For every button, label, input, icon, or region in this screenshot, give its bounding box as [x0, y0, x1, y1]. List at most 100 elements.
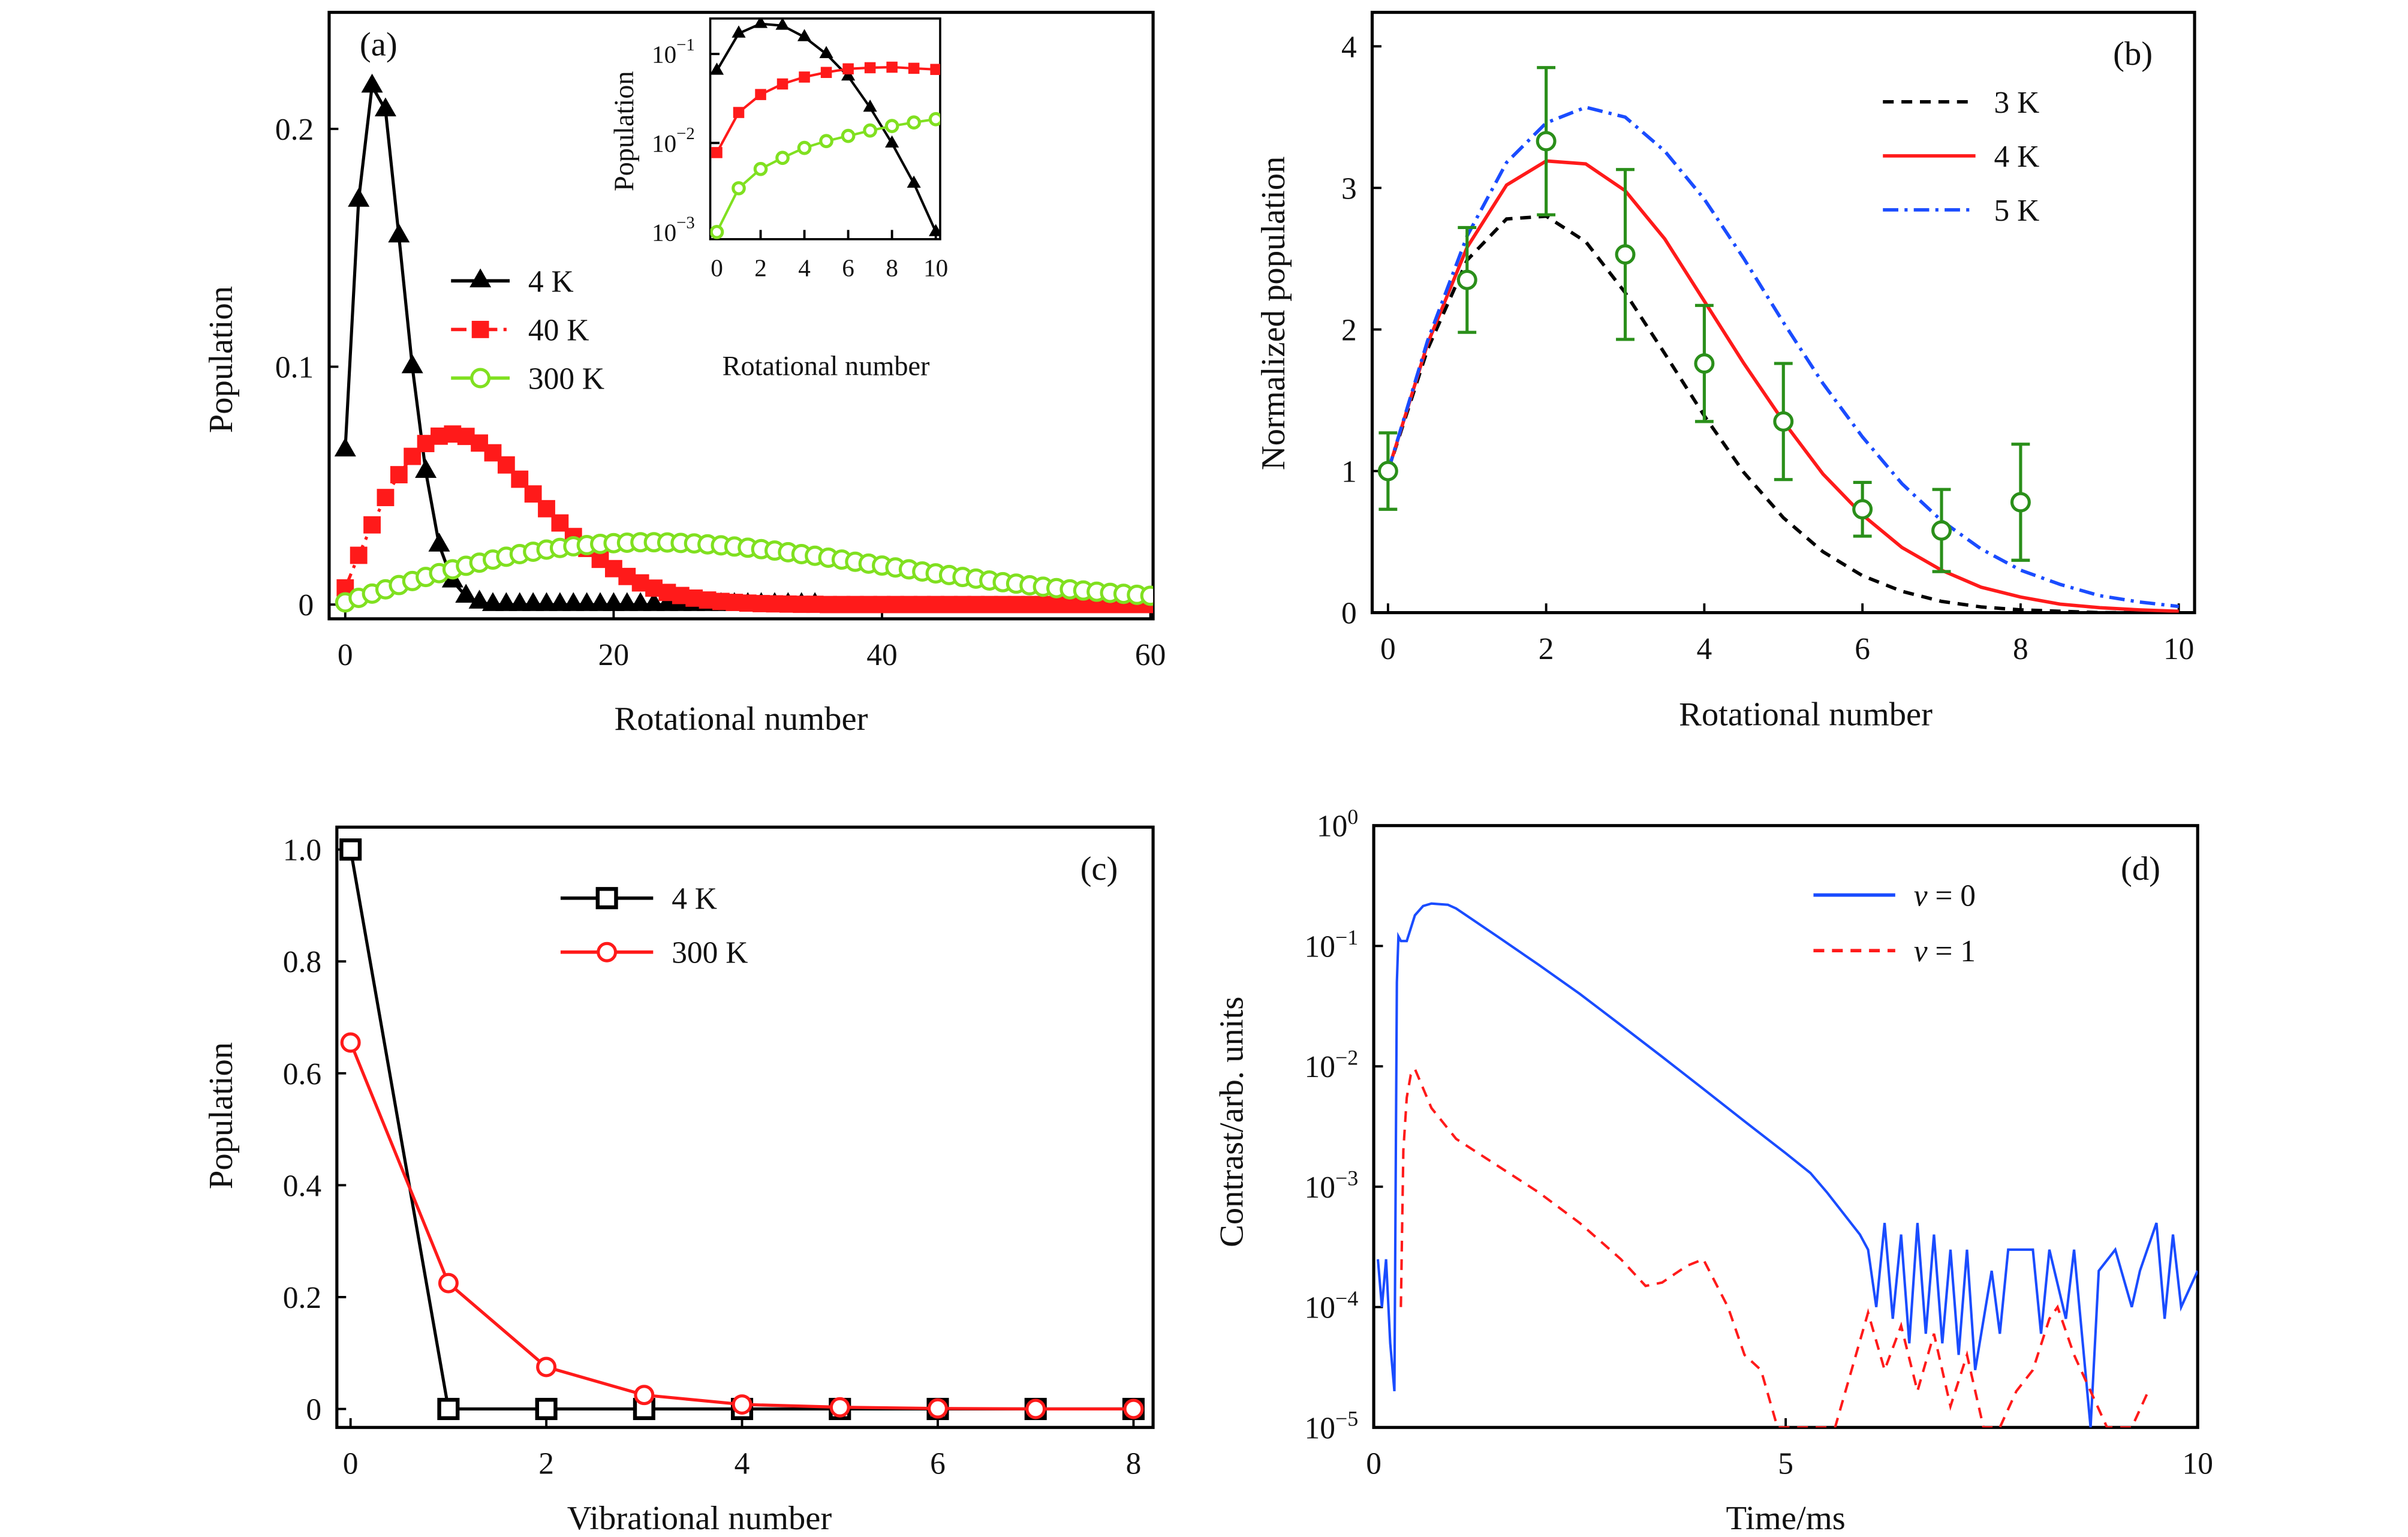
- data-point: [428, 533, 450, 552]
- data-point: [350, 546, 368, 564]
- data-point: [885, 135, 899, 148]
- x-tick-label: 0: [711, 254, 723, 282]
- x-tick-label: 10: [923, 254, 948, 282]
- data-point: [908, 62, 920, 74]
- plot-frame: [1372, 824, 2199, 1429]
- series-v-0: [1376, 902, 2198, 1428]
- y-tick-label: 0.6: [283, 1057, 321, 1091]
- series-v-1: [1399, 1066, 2150, 1428]
- x-tick-label: 8: [1126, 1446, 1142, 1481]
- y-tick-label: 0.2: [275, 113, 314, 147]
- data-point: [1852, 499, 1873, 520]
- y-tick-label: 0: [298, 588, 314, 622]
- series-3-K: [1386, 214, 2179, 613]
- panel-label: (b): [2113, 35, 2153, 73]
- data-point: [928, 1398, 948, 1419]
- y-tick-label: 0: [306, 1393, 321, 1427]
- legend-marker: [470, 368, 491, 389]
- data-point: [363, 516, 381, 534]
- y-axis-label: Normalized population: [1255, 157, 1292, 470]
- data-point: [797, 29, 812, 41]
- data-point: [732, 25, 746, 38]
- y-tick-label: 2: [1341, 313, 1357, 347]
- data-point: [1615, 244, 1636, 265]
- legend: 3 K 4 K 5 K: [1883, 86, 2039, 228]
- x-tick-label: 4: [735, 1446, 750, 1481]
- data-point: [511, 470, 529, 488]
- data-point: [710, 62, 724, 75]
- data-point: [710, 225, 724, 239]
- series-line: [1399, 1066, 2150, 1428]
- data-point: [863, 123, 877, 138]
- data-point: [536, 1356, 557, 1377]
- data-point: [1694, 353, 1715, 374]
- x-tick-label: 6: [842, 254, 854, 282]
- y-tick-label: 0.1: [275, 351, 314, 385]
- x-tick-label: 0: [343, 1446, 359, 1481]
- legend-label: 300 K: [528, 362, 604, 396]
- x-tick-label: 5: [1778, 1446, 1793, 1481]
- legend-label: v = 0: [1914, 879, 1976, 913]
- data-point: [339, 838, 362, 861]
- data-point: [348, 188, 370, 207]
- data-point: [377, 489, 395, 507]
- data-point: [415, 459, 437, 478]
- x-axis-label: Rotational number: [615, 700, 868, 738]
- data-point: [755, 89, 766, 100]
- series-300-K: [340, 1032, 1144, 1419]
- series-line: [1376, 902, 2198, 1428]
- data-point: [437, 1397, 460, 1421]
- legend-marker: [471, 320, 489, 338]
- panel-label: (a): [360, 26, 398, 64]
- data-point: [468, 589, 490, 609]
- y-tick-label: 100: [1317, 805, 1358, 844]
- y-tick-label: 10−2: [1305, 1046, 1359, 1085]
- x-tick-label: 0: [1380, 632, 1396, 666]
- legend-label: 3 K: [1994, 86, 2040, 120]
- y-axis-label: Population: [609, 71, 640, 191]
- data-point: [334, 437, 356, 457]
- plot-area: [1377, 66, 2180, 613]
- data-point: [1140, 585, 1154, 606]
- data-point: [1456, 269, 1477, 290]
- data-point: [829, 1397, 850, 1418]
- data-point: [775, 18, 790, 30]
- legend-marker: [597, 942, 618, 962]
- data-point: [390, 466, 408, 483]
- legend-label: 300 K: [672, 936, 748, 970]
- panel-b: 0 2 4 6 8 10 0 1 2 3 4 Rotational number Normalized …: [1255, 11, 2196, 733]
- y-tick-label: 1.0: [283, 834, 321, 868]
- data-point: [634, 1385, 655, 1406]
- legend-label: 5 K: [1994, 194, 2040, 228]
- data-point: [374, 97, 396, 116]
- panel-d: 0 5 10 10−5 10−4 10−3 10−2 10−1 100 Time/ms Contra…: [1213, 805, 2213, 1537]
- y-tick-label: 1: [1341, 455, 1357, 489]
- legend-label: 4 K: [672, 882, 717, 916]
- data-point: [753, 161, 768, 176]
- x-tick-label: 8: [2013, 632, 2028, 666]
- legend-label: 4 K: [1994, 140, 2040, 174]
- panel-label: (c): [1080, 850, 1118, 888]
- data-point: [820, 67, 832, 79]
- data-point: [776, 78, 788, 90]
- data-point: [711, 147, 723, 158]
- x-tick-label: 60: [1135, 638, 1166, 672]
- plot-area: [339, 838, 1145, 1421]
- data-point: [907, 115, 921, 130]
- data-point: [1773, 411, 1794, 432]
- data-point: [799, 71, 810, 83]
- series-data: [1377, 66, 2031, 573]
- series-300-K: [335, 532, 1154, 613]
- x-tick-label: 2: [1539, 632, 1554, 666]
- series-300-K: [710, 112, 940, 239]
- legend: 4 K 40 K 300 K: [451, 264, 604, 396]
- y-tick-label: 0.4: [283, 1169, 321, 1203]
- legend-label: 4 K: [528, 264, 574, 299]
- data-point: [455, 583, 477, 603]
- y-axis-label: Population: [203, 286, 240, 433]
- data-point: [841, 128, 856, 143]
- x-axis-label: Time/ms: [1726, 1500, 1845, 1537]
- y-tick-label: 3: [1341, 172, 1357, 206]
- y-tick-label: 4: [1341, 30, 1357, 64]
- panel-c: 0 2 4 6 8 0 0.2 0.4 0.6 0.8 1.0 Vibrational number P…: [203, 825, 1155, 1537]
